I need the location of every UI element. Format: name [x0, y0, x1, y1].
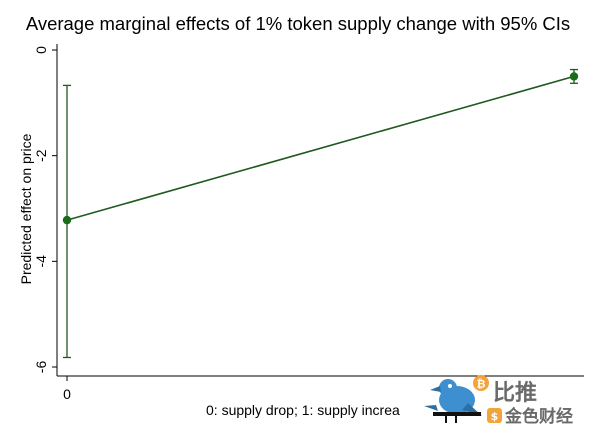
data-point — [62, 215, 72, 225]
x-ticks: 0 — [63, 376, 71, 402]
svg-text:$: $ — [491, 410, 499, 423]
axes — [56, 44, 584, 377]
watermark-text-main: 比推 — [493, 380, 537, 405]
svg-text:₿: ₿ — [477, 378, 486, 391]
x-tick-label: 0 — [63, 386, 71, 402]
bird-logo-icon — [424, 379, 482, 423]
watermark-text-sub: 金色财经 — [504, 406, 573, 426]
y-tick-label: -2 — [33, 149, 49, 162]
y-tick-label: -6 — [33, 361, 49, 374]
x-axis-label: 0: supply drop; 1: supply increa — [206, 402, 400, 418]
watermark: ₿ 比推 $ 金色财经 — [414, 375, 600, 437]
series-group — [62, 68, 579, 359]
y-axis-label: Predicted effect on price — [18, 133, 34, 284]
data-point — [569, 72, 579, 81]
gold-finance-logo-icon: $ — [487, 408, 502, 423]
y-tick-label: 0 — [33, 46, 49, 54]
series-line — [66, 75, 575, 221]
y-tick-label: -4 — [33, 255, 49, 268]
chart-title: Average marginal effects of 1% token sup… — [26, 13, 570, 34]
bitcoin-coin-icon: ₿ — [473, 375, 489, 391]
y-ticks: 0 -2 -4 -6 — [33, 46, 57, 373]
